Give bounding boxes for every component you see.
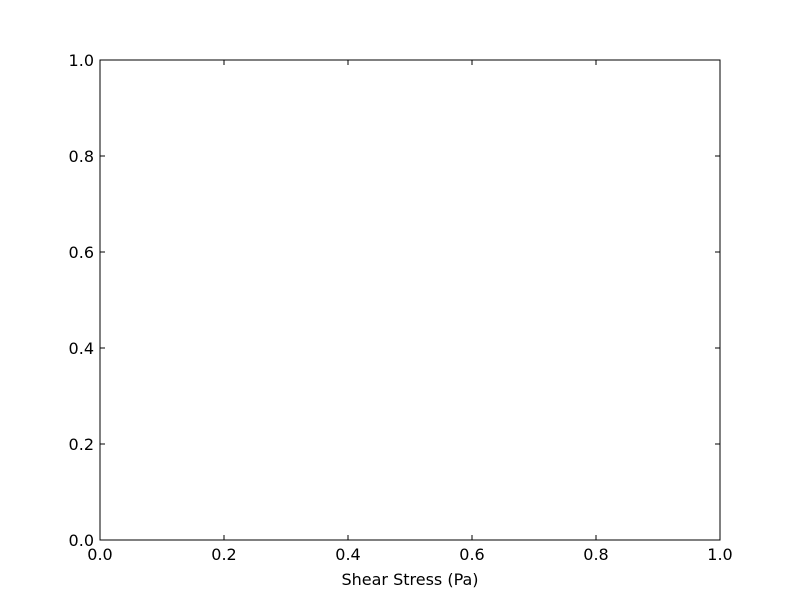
y-tick-label: 0.2: [69, 435, 94, 454]
y-tick-label: 1.0: [69, 51, 94, 70]
x-tick-label: 0.4: [335, 545, 360, 564]
y-tick-label: 0.8: [69, 147, 94, 166]
plot-area: [99, 59, 721, 541]
x-tick-label: 0.8: [583, 545, 608, 564]
y-tick-label: 0.0: [69, 531, 94, 550]
x-axis-label: Shear Stress (Pa): [341, 570, 478, 589]
y-tick-label: 0.4: [69, 339, 94, 358]
x-tick-label: 0.0: [87, 545, 112, 564]
x-axis-ticks: 0.0 0.2 0.4 0.6 0.8 1.0: [87, 60, 733, 564]
y-axis-ticks: 0.0 0.2 0.4 0.6 0.8 1.0: [69, 51, 720, 550]
x-tick-label: 1.0: [707, 545, 732, 564]
x-tick-label: 0.6: [459, 545, 484, 564]
y-tick-label: 0.6: [69, 243, 94, 262]
x-tick-label: 0.2: [211, 545, 236, 564]
